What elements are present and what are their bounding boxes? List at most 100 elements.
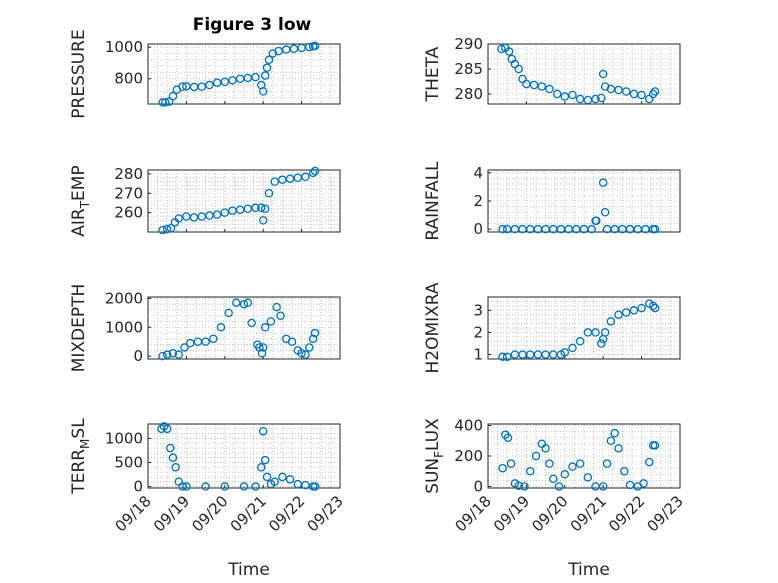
data-point [541, 444, 550, 453]
rainfall-subplot: 0 2 4 RAINFALL [423, 161, 681, 241]
data-point [180, 343, 189, 352]
y-axis-label-theta: THETA [423, 46, 443, 102]
y-tick-label: 280 [114, 165, 143, 183]
data-point [614, 310, 623, 319]
pressure-subplot: 800 1000 PRESSURE [69, 29, 341, 119]
y-tick-label: 400 [454, 417, 483, 435]
data-point [575, 337, 585, 346]
data-point [209, 334, 218, 344]
data-point [232, 298, 241, 308]
grid [147, 44, 341, 105]
y-tick-label: 290 [454, 35, 483, 53]
data-point [506, 459, 516, 468]
data-point [239, 482, 249, 491]
data-point [161, 98, 170, 107]
y-axis-label-rainfall: RAINFALL [423, 161, 443, 241]
data-point [274, 46, 283, 56]
data-point [310, 482, 320, 491]
data-point [258, 426, 268, 436]
x-tick-label: 09/22 [605, 492, 648, 535]
data-point [625, 480, 635, 490]
data-point [597, 339, 606, 348]
data-point [529, 80, 539, 90]
y-tick-label: 0 [133, 478, 143, 496]
y-tick-label: 200 [454, 447, 483, 465]
data-point [201, 482, 210, 491]
y-tick-label: 0 [473, 477, 483, 495]
data-point [301, 350, 310, 359]
grid [487, 43, 681, 105]
data-point [178, 482, 187, 491]
axes-frame [147, 43, 341, 105]
data-point [168, 91, 178, 101]
data-point [503, 433, 513, 442]
data-point [545, 84, 554, 94]
y-tick-label: 2 [473, 323, 483, 341]
data-point [164, 97, 174, 106]
data-point [228, 76, 237, 85]
data-point [168, 453, 178, 462]
data-point [260, 71, 270, 80]
y-tick-label: 260 [114, 204, 143, 222]
data-point [162, 424, 172, 434]
data-point [514, 481, 523, 490]
data-point [239, 299, 249, 309]
data-point [212, 210, 222, 219]
data-point [308, 334, 318, 344]
data-point [629, 306, 639, 315]
data-point [598, 69, 608, 79]
data-point [592, 216, 601, 225]
data-point [276, 311, 285, 320]
data-point [258, 87, 268, 96]
grid [487, 170, 681, 232]
data-point [637, 303, 646, 313]
data-point [598, 178, 608, 187]
data-point [502, 352, 512, 362]
data-point [583, 473, 593, 482]
x-tick-label: 09/19 [490, 492, 533, 535]
data-point [600, 208, 610, 217]
axes-frame [487, 296, 681, 360]
data-point [285, 475, 295, 484]
data-point [174, 214, 183, 223]
x-tick-label: 09/18 [112, 492, 155, 535]
data-point [531, 451, 541, 461]
x-tick-label: 09/18 [452, 492, 495, 535]
grid [147, 169, 341, 233]
y-tick-label: 500 [114, 453, 143, 471]
x-axis-label: Time [567, 560, 610, 580]
data-point [205, 80, 214, 90]
data-point [270, 177, 279, 186]
data-point [568, 462, 577, 471]
y-tick-label: 0 [133, 347, 143, 365]
y-axis-label-h2omixra: H2OMIXRA [423, 282, 443, 373]
data-point [498, 224, 507, 234]
x-tick-label: 09/19 [150, 492, 193, 535]
data-point [168, 348, 178, 358]
data-point [157, 424, 166, 434]
data-point [224, 308, 233, 318]
y-tick-label: 0 [473, 220, 483, 238]
data-point [287, 337, 297, 346]
data-point [606, 436, 616, 446]
data-point [525, 466, 535, 476]
data-point [260, 323, 270, 332]
data-point [166, 443, 175, 453]
x-tick-label: 09/22 [265, 492, 308, 535]
data-point [591, 94, 600, 104]
data-point [297, 348, 306, 358]
data-point [598, 482, 608, 491]
data-point [645, 457, 654, 467]
x-tick-label: 09/20 [528, 492, 571, 535]
data-point [621, 308, 631, 317]
y-tick-label: 285 [454, 60, 483, 78]
theta-subplot: 280 285 290 THETA [423, 35, 681, 105]
data-point [606, 317, 616, 326]
data-point [554, 482, 564, 491]
data-point [497, 44, 506, 54]
data-point [310, 41, 320, 51]
data-point [220, 208, 230, 217]
data-point [504, 47, 514, 56]
y-axis-label-sun-flux: SUNFLUX [423, 418, 446, 494]
